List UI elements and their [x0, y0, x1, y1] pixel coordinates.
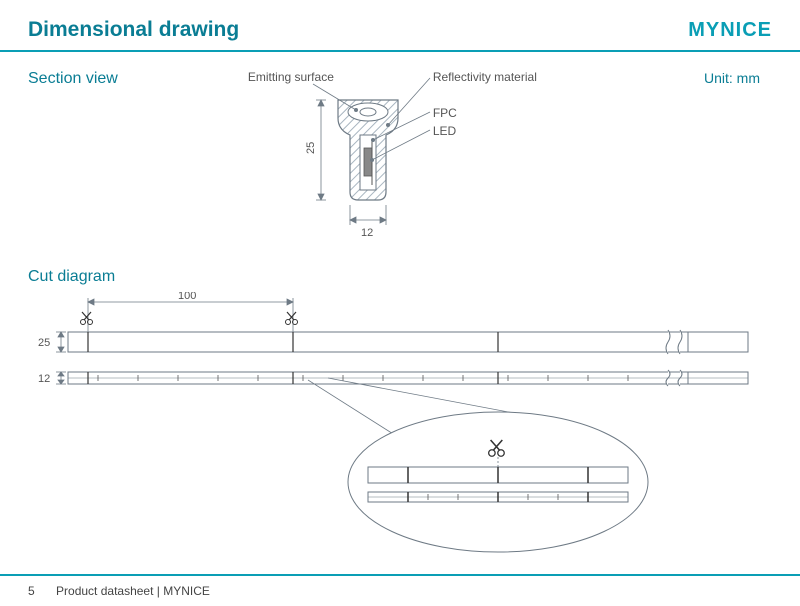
- dim-strip2: 12: [38, 373, 50, 385]
- brand-logo: MYNICE: [688, 19, 772, 42]
- cut-diagram: 100: [28, 292, 768, 562]
- cut-diagram-svg: 100: [28, 292, 768, 562]
- footer: 5 Product datasheet | MYNICE: [0, 574, 800, 606]
- section-view-svg: 25 12: [208, 70, 548, 260]
- scissors-icon: [81, 312, 93, 325]
- dim-pitch: 100: [178, 292, 196, 302]
- dim-strip1: 25: [38, 337, 50, 349]
- dim-height: 25: [305, 142, 317, 154]
- header: Dimensional drawing MYNICE: [0, 0, 800, 52]
- section-view-diagram: Emitting surface Reflectivity material F…: [208, 70, 548, 260]
- footer-text: Product datasheet | MYNICE: [56, 584, 210, 598]
- section-view-label: Section view: [28, 70, 118, 260]
- cut-diagram-label: Cut diagram: [28, 268, 772, 286]
- scissors-icon: [286, 312, 298, 325]
- page-number: 5: [28, 584, 35, 598]
- dim-width: 12: [361, 227, 373, 239]
- page-title: Dimensional drawing: [28, 18, 239, 42]
- unit-label: Unit: mm: [704, 70, 760, 86]
- content: Unit: mm Section view Emitting surface R…: [0, 52, 800, 562]
